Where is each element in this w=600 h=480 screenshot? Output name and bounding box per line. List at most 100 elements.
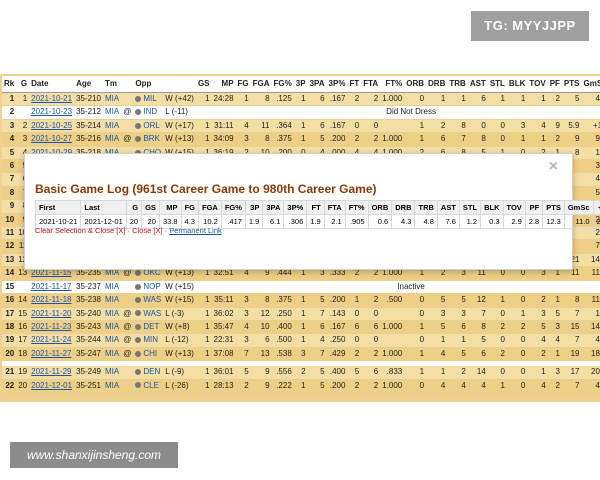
opponent-label[interactable]: DEN — [143, 367, 161, 377]
summary-col-header[interactable]: FGA — [197, 200, 222, 215]
team-cell[interactable]: MIA — [102, 92, 122, 107]
summary-col-header[interactable]: ORB — [367, 200, 393, 215]
col-header[interactable]: ORB — [404, 76, 427, 93]
summary-col-header[interactable]: G — [125, 200, 143, 215]
opponent-label[interactable]: IND — [143, 107, 158, 117]
col-header[interactable]: Rk — [2, 76, 17, 93]
game-date-link[interactable]: 2021-11-24 — [31, 335, 72, 345]
col-header[interactable]: DRB — [426, 76, 448, 93]
game-date-link[interactable]: 2021-11-27 — [31, 348, 72, 358]
team-cell[interactable]: MIA — [102, 366, 122, 380]
opponent-label[interactable]: WAS — [143, 308, 162, 318]
opponent-label[interactable]: NOP — [143, 281, 161, 291]
summary-col-header[interactable]: FG% — [220, 200, 246, 215]
opponent-cell[interactable]: OKC — [133, 266, 164, 281]
game-date-link[interactable]: 2021-10-29 — [31, 148, 72, 157]
col-header[interactable]: TRB — [447, 76, 468, 93]
opponent-cell[interactable]: DEN — [133, 366, 164, 380]
col-header[interactable] — [163, 76, 196, 93]
col-header[interactable]: Opp — [133, 76, 164, 93]
summary-col-header[interactable]: PF — [524, 200, 544, 215]
opponent-label[interactable]: MIL — [143, 94, 157, 103]
col-header[interactable]: GmSc — [581, 76, 600, 93]
opponent-cell[interactable]: IND — [133, 105, 164, 120]
summary-col-header[interactable]: STL — [458, 200, 482, 215]
team-cell[interactable]: MIA — [102, 280, 122, 295]
col-header[interactable]: 3P% — [326, 76, 348, 93]
col-header[interactable]: STL — [487, 76, 507, 93]
col-header[interactable]: FT — [347, 76, 362, 93]
opponent-cell[interactable]: DET — [133, 320, 164, 335]
team-cell[interactable]: MIA — [102, 266, 122, 281]
team-cell[interactable]: MIA — [102, 320, 122, 335]
summary-col-header[interactable]: +/- — [592, 200, 600, 215]
col-header[interactable]: MP — [211, 76, 236, 93]
opponent-cell[interactable]: BRK — [133, 132, 164, 147]
col-header[interactable]: FGA — [250, 76, 272, 93]
col-header[interactable]: Date — [29, 76, 75, 93]
summary-col-header[interactable]: BLK — [480, 200, 504, 215]
opponent-label[interactable]: WAS — [143, 295, 162, 305]
summary-col-header[interactable]: DRB — [391, 200, 416, 215]
team-cell[interactable]: MIA — [102, 307, 122, 321]
date-cell[interactable]: 2021-11-27 — [29, 347, 75, 362]
summary-col-header[interactable]: MP — [158, 200, 182, 215]
game-date-link[interactable]: 2021-11-20 — [31, 308, 72, 318]
date-cell[interactable]: 2021-11-20 — [29, 307, 75, 321]
date-cell[interactable]: 2021-11-29 — [29, 366, 75, 380]
game-date-link[interactable]: 2021-10-21 — [31, 94, 73, 103]
date-cell[interactable]: 2021-12-01 — [29, 379, 75, 393]
summary-col-header[interactable]: FT — [306, 200, 325, 215]
summary-col-header[interactable]: 3PA — [262, 200, 285, 215]
team-cell[interactable]: MIA — [102, 293, 122, 308]
clear-close-links[interactable]: Clear Selection & Close [X] · Close [X] … — [35, 226, 170, 235]
col-header[interactable]: 3P — [293, 76, 308, 93]
game-date-link[interactable]: 2021-10-25 — [31, 120, 73, 130]
summary-col-header[interactable]: FTA — [323, 200, 346, 215]
team-cell[interactable]: MIA — [102, 333, 122, 348]
date-cell[interactable]: 2021-10-27 — [29, 132, 75, 147]
col-header[interactable]: PTS — [561, 76, 582, 93]
date-cell[interactable]: 2021-10-23 — [29, 105, 75, 120]
opponent-label[interactable]: CHO — [143, 148, 161, 157]
opponent-cell[interactable]: MIL — [133, 92, 164, 107]
opponent-cell[interactable]: CHI — [133, 347, 164, 362]
opponent-cell[interactable]: CLE — [133, 379, 164, 393]
game-date-link[interactable]: 2021-10-27 — [31, 134, 73, 144]
col-header[interactable]: PF — [547, 76, 562, 93]
date-cell[interactable]: 2021-10-25 — [29, 119, 75, 134]
opponent-cell[interactable]: MIN — [133, 333, 164, 348]
game-date-link[interactable]: 2021-11-18 — [31, 295, 72, 305]
game-date-link[interactable]: 2021-11-29 — [31, 367, 72, 377]
summary-col-header[interactable]: PTS — [542, 200, 565, 215]
opponent-label[interactable]: OKC — [143, 268, 161, 278]
opponent-label[interactable]: DET — [143, 321, 160, 331]
team-cell[interactable]: MIA — [102, 119, 122, 134]
summary-col-header[interactable]: TOV — [502, 200, 526, 215]
summary-col-header[interactable]: GmSc — [563, 200, 594, 215]
close-icon[interactable]: × — [548, 158, 558, 175]
col-header[interactable]: BLK — [506, 76, 528, 93]
game-date-link[interactable]: 2021-11-23 — [31, 321, 72, 331]
summary-col-header[interactable]: FT% — [344, 200, 369, 215]
summary-col-header[interactable]: Last — [80, 200, 127, 215]
game-date-link[interactable]: 2021-11-15 — [31, 268, 72, 278]
col-header[interactable]: Age — [74, 76, 103, 93]
date-cell[interactable]: 2021-11-18 — [29, 293, 75, 308]
col-header[interactable]: G — [16, 76, 30, 93]
opponent-label[interactable]: BRK — [143, 134, 160, 144]
opponent-label[interactable]: MIN — [143, 335, 159, 345]
team-cell[interactable]: MIA — [102, 132, 122, 147]
date-cell[interactable]: 2021-11-23 — [29, 320, 75, 335]
opponent-label[interactable]: ORL — [143, 120, 160, 130]
team-cell[interactable]: MIA — [102, 105, 122, 120]
team-cell[interactable]: MIA — [102, 347, 122, 362]
col-header[interactable]: FTA — [361, 76, 381, 93]
opponent-label[interactable]: CHI — [143, 348, 158, 358]
col-header[interactable]: GS — [195, 76, 212, 93]
date-cell[interactable]: 2021-11-24 — [29, 333, 75, 348]
opponent-cell[interactable]: ORL — [133, 119, 164, 134]
permanent-link[interactable]: Permanent Link — [169, 226, 222, 235]
date-cell[interactable]: 2021-11-17 — [29, 280, 75, 295]
opponent-cell[interactable]: WAS — [133, 293, 164, 308]
